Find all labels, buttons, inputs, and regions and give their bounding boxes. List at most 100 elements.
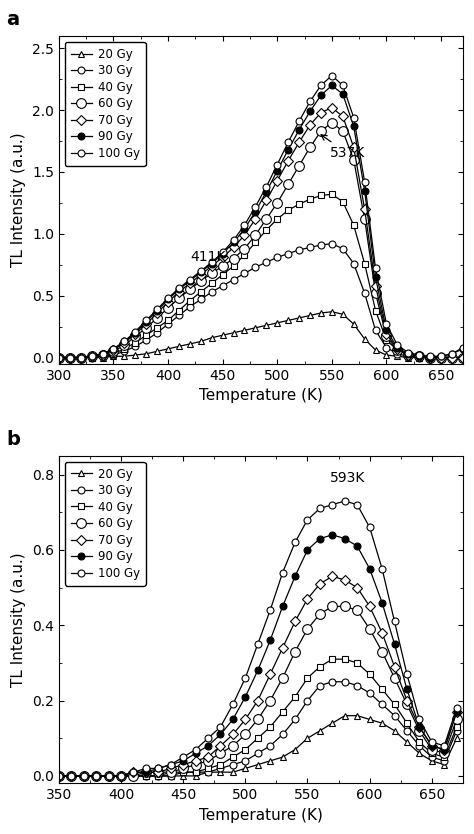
- 70 Gy: [329, 571, 335, 581]
- 40 Gy: [198, 287, 204, 297]
- 20 Gy: [367, 715, 373, 725]
- Line: 100 Gy: 100 Gy: [55, 497, 460, 780]
- Line: 20 Gy: 20 Gy: [55, 712, 460, 780]
- 90 Gy: [67, 353, 73, 363]
- 70 Gy: [100, 350, 105, 360]
- 20 Gy: [93, 771, 99, 781]
- 60 Gy: [209, 269, 215, 279]
- 70 Gy: [168, 763, 173, 773]
- 100 Gy: [165, 293, 171, 303]
- 90 Gy: [78, 353, 83, 363]
- 100 Gy: [187, 274, 193, 284]
- 40 Gy: [56, 353, 62, 363]
- 20 Gy: [155, 346, 160, 356]
- 100 Gy: [454, 703, 459, 713]
- 100 Gy: [143, 763, 149, 773]
- 20 Gy: [198, 336, 204, 346]
- 60 Gy: [340, 126, 346, 136]
- 30 Gy: [285, 249, 291, 259]
- 30 Gy: [81, 771, 87, 781]
- 70 Gy: [198, 269, 204, 279]
- 100 Gy: [392, 616, 397, 626]
- Line: 90 Gy: 90 Gy: [55, 82, 466, 361]
- 20 Gy: [392, 726, 397, 736]
- 30 Gy: [89, 353, 94, 363]
- 100 Gy: [100, 349, 105, 359]
- 40 Gy: [68, 771, 74, 781]
- 60 Gy: [449, 353, 455, 363]
- 30 Gy: [180, 767, 186, 777]
- 60 Gy: [78, 353, 83, 363]
- 30 Gy: [155, 328, 160, 338]
- 70 Gy: [285, 156, 291, 166]
- Line: 20 Gy: 20 Gy: [55, 309, 466, 361]
- 20 Gy: [121, 351, 127, 361]
- 30 Gy: [176, 310, 182, 320]
- 70 Gy: [329, 103, 335, 113]
- 40 Gy: [255, 733, 261, 743]
- 30 Gy: [329, 239, 335, 249]
- 30 Gy: [317, 681, 323, 691]
- 60 Gy: [168, 767, 173, 777]
- 60 Gy: [118, 771, 124, 781]
- 90 Gy: [305, 545, 310, 555]
- 70 Gy: [243, 715, 248, 725]
- 40 Gy: [118, 771, 124, 781]
- 70 Gy: [351, 143, 356, 153]
- 60 Gy: [362, 214, 367, 224]
- Legend: 20 Gy, 30 Gy, 40 Gy, 60 Gy, 70 Gy, 90 Gy, 100 Gy: 20 Gy, 30 Gy, 40 Gy, 60 Gy, 70 Gy, 90 Gy…: [65, 42, 146, 166]
- 30 Gy: [460, 353, 466, 363]
- 30 Gy: [253, 262, 258, 272]
- 20 Gy: [131, 771, 137, 781]
- 100 Gy: [131, 767, 137, 777]
- 100 Gy: [68, 771, 74, 781]
- Text: 593K: 593K: [330, 471, 365, 485]
- 40 Gy: [106, 771, 111, 781]
- 40 Gy: [394, 345, 400, 355]
- 40 Gy: [131, 771, 137, 781]
- 100 Gy: [405, 348, 411, 358]
- 70 Gy: [355, 583, 360, 593]
- 90 Gy: [56, 771, 62, 781]
- Line: 40 Gy: 40 Gy: [55, 656, 460, 780]
- 60 Gy: [132, 331, 138, 341]
- 100 Gy: [106, 771, 111, 781]
- 60 Gy: [285, 179, 291, 189]
- 60 Gy: [243, 730, 248, 740]
- 100 Gy: [143, 315, 149, 325]
- 70 Gy: [131, 767, 137, 777]
- 90 Gy: [231, 238, 237, 248]
- 40 Gy: [205, 763, 211, 773]
- 30 Gy: [362, 289, 367, 299]
- Line: 30 Gy: 30 Gy: [55, 240, 466, 361]
- 40 Gy: [296, 199, 302, 209]
- 70 Gy: [296, 138, 302, 148]
- 90 Gy: [367, 564, 373, 574]
- 70 Gy: [342, 575, 347, 585]
- 100 Gy: [176, 284, 182, 294]
- 100 Gy: [220, 248, 226, 258]
- 70 Gy: [93, 771, 99, 781]
- 70 Gy: [155, 308, 160, 318]
- 100 Gy: [89, 351, 94, 361]
- 100 Gy: [253, 202, 258, 212]
- Line: 70 Gy: 70 Gy: [55, 104, 466, 361]
- 90 Gy: [165, 294, 171, 304]
- 90 Gy: [383, 325, 389, 335]
- 40 Gy: [329, 654, 335, 664]
- 30 Gy: [355, 681, 360, 691]
- 70 Gy: [454, 707, 459, 717]
- 20 Gy: [67, 353, 73, 363]
- 30 Gy: [441, 756, 447, 766]
- 30 Gy: [427, 353, 433, 363]
- 40 Gy: [143, 771, 149, 781]
- 60 Gy: [429, 745, 435, 755]
- 100 Gy: [230, 700, 236, 710]
- 70 Gy: [231, 243, 237, 253]
- 100 Gy: [305, 515, 310, 525]
- 70 Gy: [449, 353, 455, 363]
- 20 Gy: [280, 752, 285, 762]
- 70 Gy: [318, 108, 324, 118]
- 90 Gy: [253, 207, 258, 217]
- 60 Gy: [392, 673, 397, 683]
